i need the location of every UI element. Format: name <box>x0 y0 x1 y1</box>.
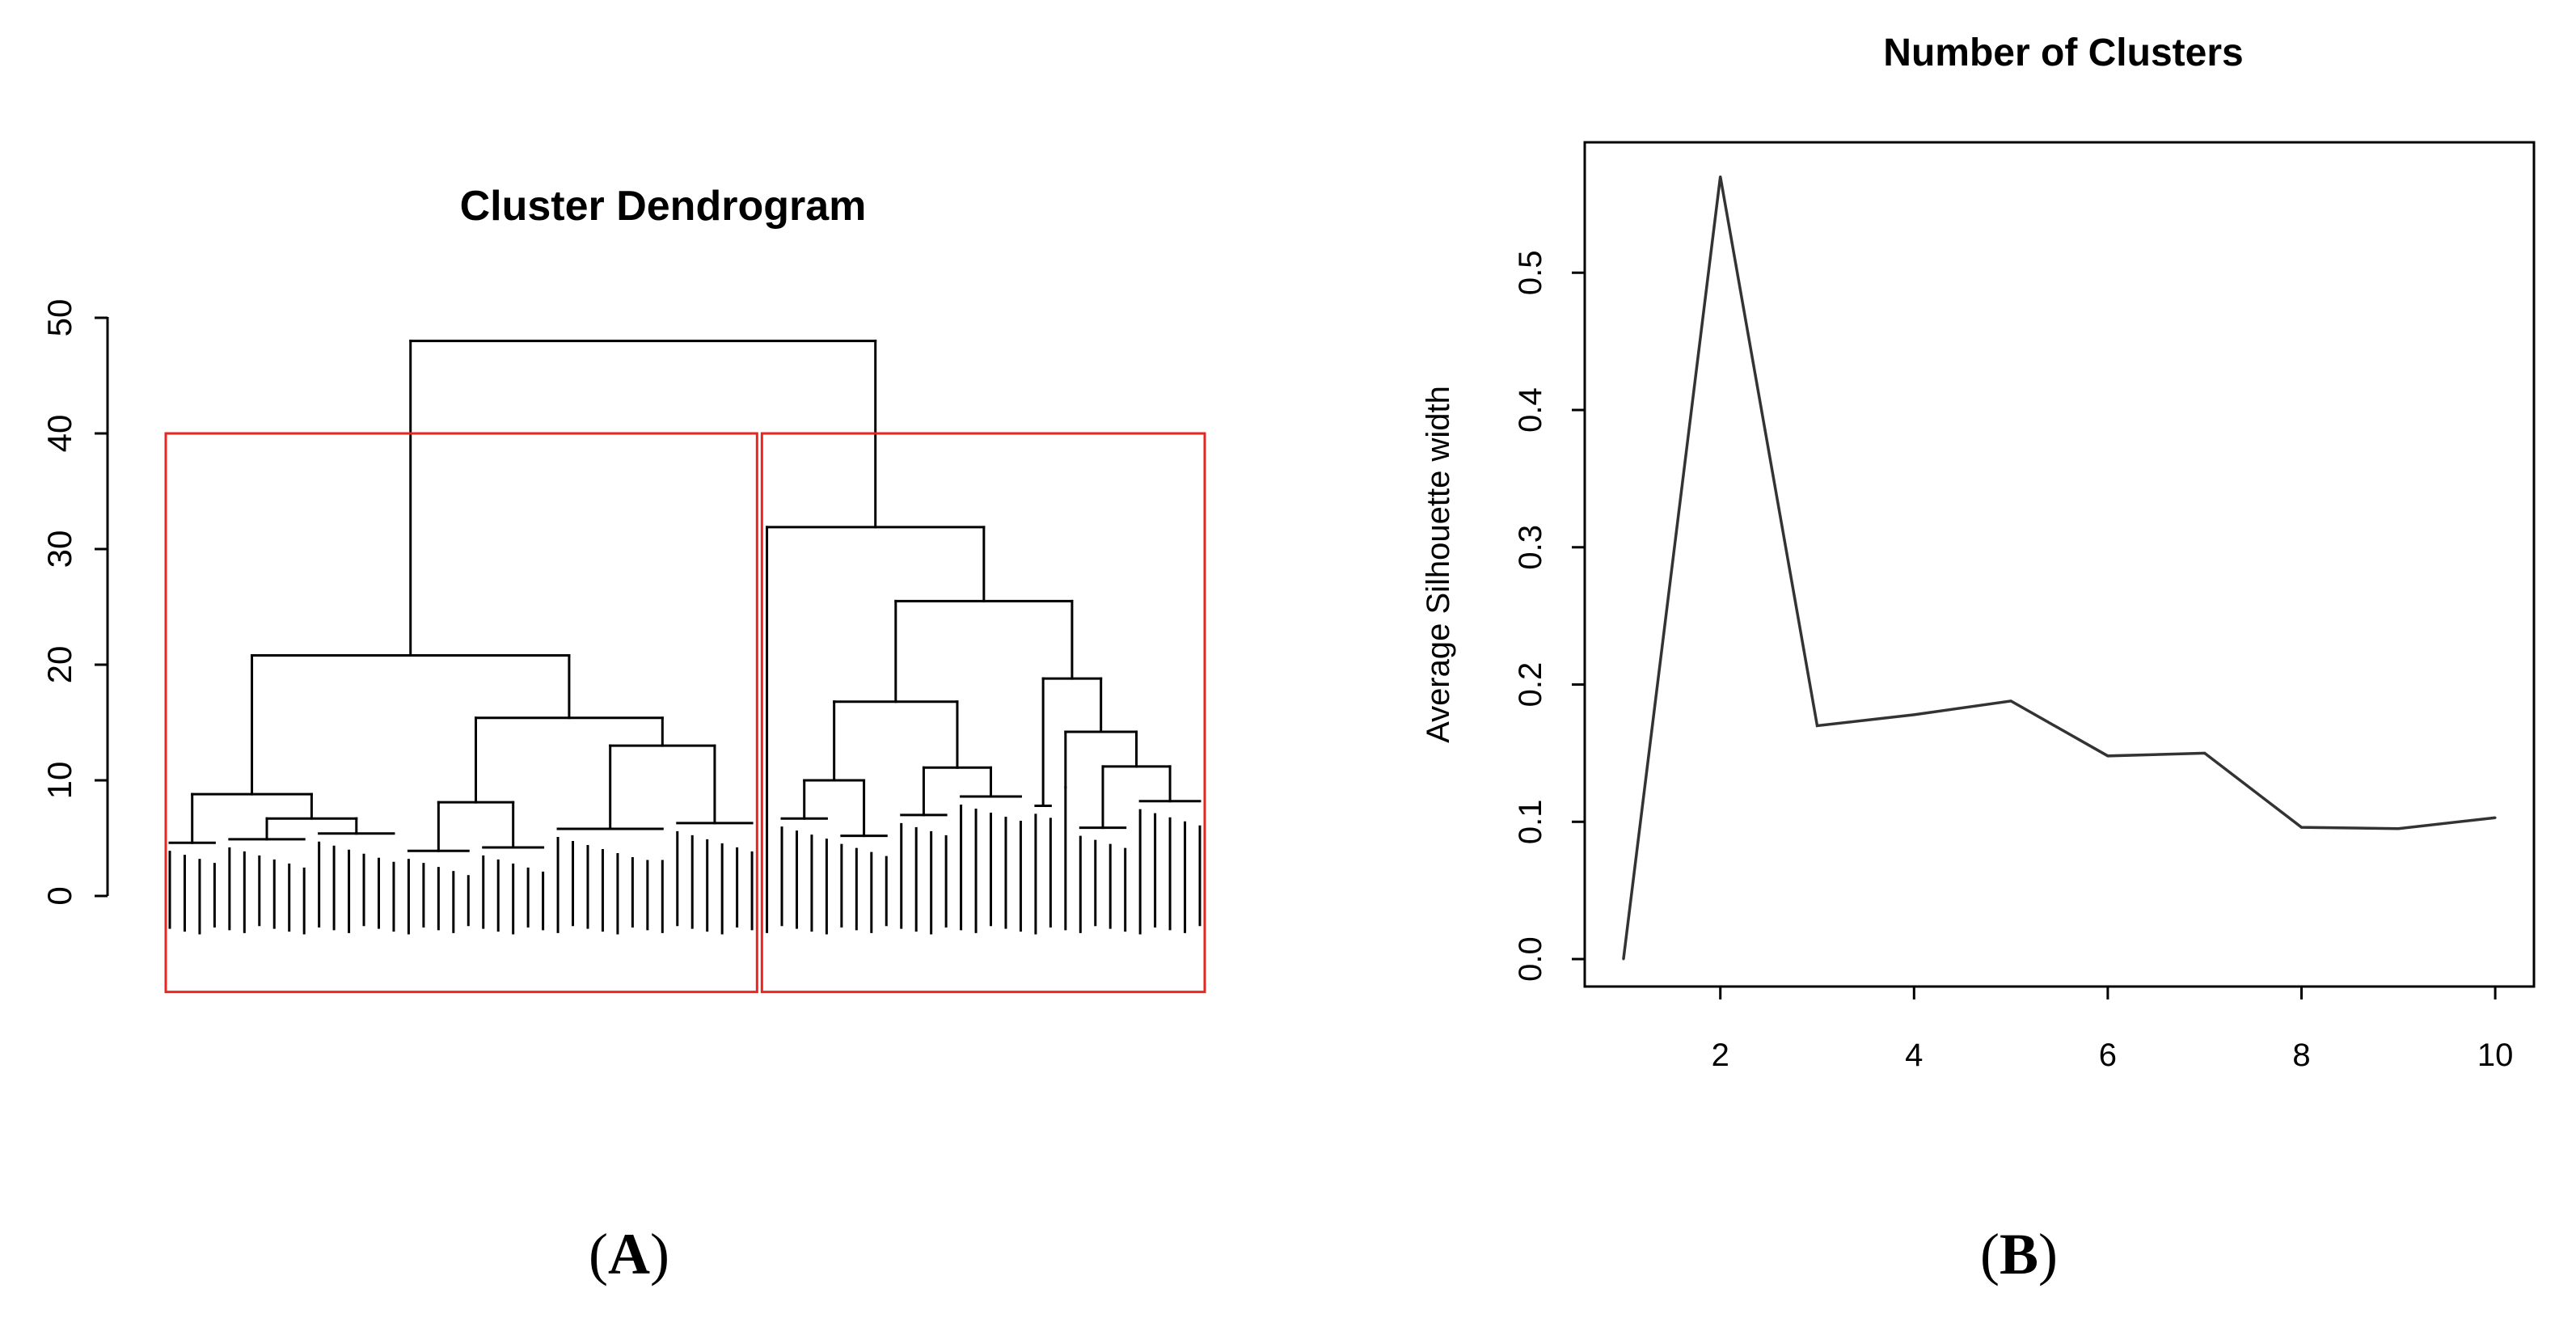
silhouette-point-1 <box>1622 957 1625 961</box>
dendrogram-y-tick-label-5: 50 <box>40 299 78 337</box>
silhouette-point-8 <box>2299 826 2303 829</box>
dendrogram-panel: Cluster Dendrogram 0 10 20 30 40 50 <box>40 183 1206 994</box>
silhouette-x-tick-label-4: 10 <box>2477 1037 2514 1073</box>
cluster-box-1 <box>164 432 758 994</box>
silhouette-y-tick-label-3: 0.3 <box>1513 525 1548 570</box>
dendrogram-y-tick-label-2: 20 <box>40 646 78 684</box>
silhouette-x-ticks: 2 4 6 8 10 <box>1712 987 2514 1073</box>
silhouette-plot-box <box>1583 141 2536 988</box>
cluster-boxes <box>164 432 1206 994</box>
silhouette-y-tick-label-2: 0.2 <box>1513 662 1548 708</box>
silhouette-point-5 <box>2009 699 2012 703</box>
panel-label-a: (A) <box>589 1222 669 1287</box>
silhouette-point-2 <box>1719 175 1722 178</box>
silhouette-point-7 <box>2203 751 2206 754</box>
dendrogram-y-tick-label-3: 30 <box>40 530 78 568</box>
dendrogram-title: Cluster Dendrogram <box>460 183 867 230</box>
dendrogram-y-tick-label-1: 10 <box>40 762 78 800</box>
silhouette-point-4 <box>1912 713 1915 716</box>
dendrogram-y-tick-label-0: 0 <box>40 886 78 905</box>
silhouette-panel: Number of Clusters Average Silhouette wi… <box>1421 32 2536 1073</box>
silhouette-y-tick-label-0: 0.0 <box>1513 936 1548 982</box>
dendrogram-y-tick-label-4: 40 <box>40 415 78 453</box>
silhouette-y-tick-label-1: 0.1 <box>1513 799 1548 844</box>
silhouette-y-tick-label-4: 0.4 <box>1513 387 1548 433</box>
cluster-box-2 <box>760 432 1206 994</box>
panel-label-b-text: B <box>1999 1222 2039 1287</box>
silhouette-x-tick-label-0: 2 <box>1712 1037 1729 1073</box>
silhouette-y-tick-label-5: 0.5 <box>1513 250 1548 295</box>
silhouette-point-6 <box>2106 754 2109 758</box>
silhouette-x-tick-label-3: 8 <box>2292 1037 2310 1073</box>
silhouette-x-tick-label-2: 6 <box>2099 1037 2117 1073</box>
silhouette-point-9 <box>2397 827 2400 830</box>
silhouette-y-ticks: 0.0 0.1 0.2 0.3 0.4 0.5 <box>1513 250 1585 982</box>
silhouette-title: Number of Clusters <box>1883 32 2243 74</box>
silhouette-x-tick-label-1: 4 <box>1905 1037 1923 1073</box>
dendrogram-tree <box>168 340 1201 935</box>
silhouette-y-label: Average Silhouette width <box>1421 386 1456 743</box>
silhouette-point-3 <box>1816 724 1819 727</box>
silhouette-line-0 <box>1622 176 2496 960</box>
panel-label-b: (B) <box>1980 1222 2058 1287</box>
dendrogram-y-ticks: 0 10 20 30 40 50 <box>40 299 108 906</box>
silhouette-series <box>1622 175 2497 961</box>
silhouette-point-10 <box>2494 816 2497 819</box>
panel-label-a-text: A <box>607 1222 650 1287</box>
